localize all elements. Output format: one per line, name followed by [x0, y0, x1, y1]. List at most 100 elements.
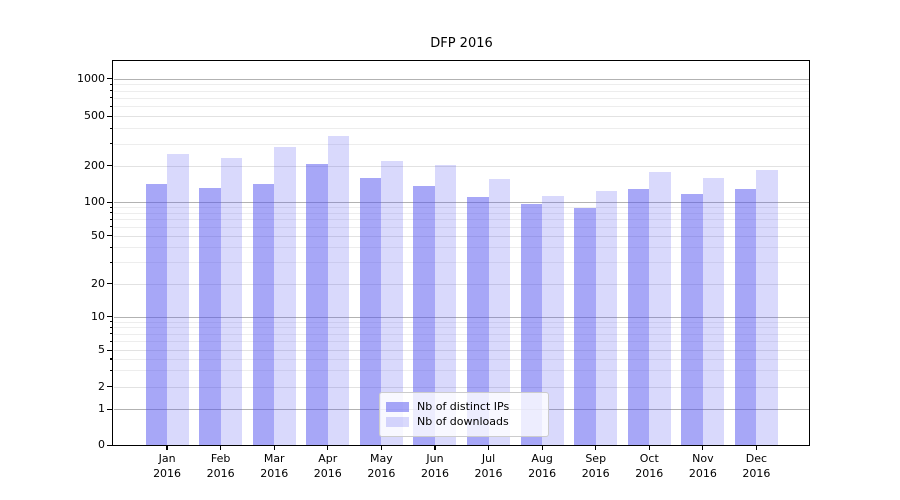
- x-tick-mark-3: [273, 445, 275, 450]
- x-tick-mark-2: [220, 445, 222, 450]
- y-tick-mark-0: [106, 444, 113, 446]
- gridline-y-90: [113, 207, 810, 209]
- y-tick-label-2: 2: [98, 379, 105, 393]
- gridline-y-700: [113, 97, 810, 99]
- legend-label-distinct-ips: Nb of distinct IPs: [417, 400, 510, 413]
- bar-layer: [114, 61, 811, 445]
- gridline-layer: [113, 61, 810, 445]
- legend: Nb of distinct IPs Nb of downloads: [379, 392, 549, 437]
- bar-downloads-oct-2016: [649, 172, 671, 445]
- bar-downloads-sep-2016: [595, 190, 618, 445]
- bar-distinct-ips-jan-2016: [145, 184, 168, 445]
- bar-downloads-jul-2016: [488, 179, 511, 445]
- bar-downloads-aug-2016: [542, 195, 564, 445]
- gridline-y-7: [113, 333, 810, 335]
- y-minor-tick-mark-80: [109, 212, 113, 214]
- bar-distinct-ips-sep-2016: [574, 208, 596, 445]
- gridline-y-80: [113, 212, 810, 214]
- bar-downloads-jan-2016: [167, 153, 189, 445]
- bar-downloads-mar-2016: [274, 146, 296, 445]
- y-minor-tick-mark-300: [109, 143, 113, 145]
- gridline-y-40: [113, 247, 810, 249]
- x-tick-label-aug: Aug 2016: [528, 452, 557, 480]
- y-tick-label-200: 200: [84, 158, 105, 172]
- y-minor-tick-mark-4: [109, 358, 113, 360]
- x-tick-label-feb: Feb 2016: [206, 452, 235, 480]
- gridline-y-600: [113, 106, 810, 108]
- bar-downloads-jun-2016: [434, 164, 457, 445]
- bar-distinct-ips-dec-2016: [734, 189, 757, 445]
- y-minor-tick-mark-800: [109, 90, 113, 92]
- gridline-y-800: [113, 90, 810, 92]
- gridline-y-900: [113, 84, 810, 86]
- y-tick-label-500: 500: [84, 109, 105, 122]
- y-tick-mark-100: [106, 201, 113, 203]
- y-tick-label-100: 100: [84, 195, 105, 208]
- chart-title: DFP 2016: [430, 36, 493, 51]
- gridline-y-1000: [113, 78, 810, 80]
- bar-distinct-ips-jun-2016: [413, 186, 435, 445]
- y-tick-mark-1000: [106, 78, 113, 80]
- y-tick-mark-200: [106, 165, 113, 167]
- y-minor-tick-mark-9: [109, 321, 113, 323]
- y-minor-tick-mark-6: [109, 340, 113, 342]
- gridline-y-60: [113, 226, 810, 228]
- legend-item-downloads: Nb of downloads: [386, 415, 540, 428]
- x-tick-label-jun: Jun 2016: [420, 452, 449, 480]
- y-minor-tick-mark-8: [109, 326, 113, 328]
- gridline-y-500: [113, 116, 810, 117]
- y-tick-label-10: 10: [91, 309, 105, 323]
- y-minor-tick-mark-400: [109, 127, 113, 129]
- y-tick-mark-5: [106, 349, 113, 351]
- gridline-y-8: [113, 327, 810, 329]
- legend-swatch-distinct-ips: [386, 401, 409, 412]
- gridline-y-300: [113, 143, 810, 145]
- gridline-y-4: [113, 358, 810, 360]
- gridline-y-20: [113, 283, 810, 285]
- bar-distinct-ips-may-2016: [359, 178, 382, 445]
- x-tick-label-apr: Apr 2016: [313, 452, 342, 480]
- gridline-y-2: [113, 386, 810, 388]
- gridline-y-200: [113, 165, 810, 167]
- legend-swatch-downloads: [386, 416, 409, 427]
- y-tick-label-1000: 1000: [77, 71, 105, 85]
- gridline-y-100: [113, 202, 810, 203]
- y-minor-tick-mark-90: [109, 206, 113, 208]
- x-tick-label-jan: Jan 2016: [153, 452, 182, 480]
- gridline-y-50: [113, 235, 810, 237]
- y-minor-tick-mark-40: [109, 246, 113, 248]
- x-tick-mark-12: [755, 445, 757, 450]
- gridline-y-400: [113, 128, 810, 130]
- y-tick-mark-1: [106, 408, 113, 410]
- x-tick-label-may: May 2016: [367, 452, 396, 480]
- bar-distinct-ips-aug-2016: [520, 203, 543, 445]
- bar-downloads-dec-2016: [756, 170, 778, 445]
- x-tick-mark-8: [541, 445, 543, 450]
- y-minor-tick-mark-30: [109, 261, 113, 263]
- gridline-y-10: [113, 316, 810, 318]
- y-tick-label-0: 0: [98, 438, 105, 451]
- x-tick-mark-11: [702, 445, 704, 450]
- y-tick-mark-10: [106, 316, 113, 318]
- y-tick-label-20: 20: [91, 276, 105, 290]
- x-tick-mark-6: [434, 445, 436, 450]
- gridline-y-6: [113, 341, 810, 343]
- x-tick-mark-10: [648, 445, 650, 450]
- bar-downloads-apr-2016: [327, 136, 350, 445]
- legend-label-downloads: Nb of downloads: [417, 415, 509, 428]
- y-minor-tick-mark-70: [109, 218, 113, 220]
- y-minor-tick-mark-60: [109, 226, 113, 228]
- gridline-y-9: [113, 321, 810, 323]
- x-tick-label-mar: Mar 2016: [260, 452, 289, 480]
- x-tick-label-sep: Sep 2016: [581, 452, 610, 480]
- bar-distinct-ips-mar-2016: [252, 184, 275, 445]
- gridline-y-3: [113, 370, 810, 372]
- y-minor-tick-mark-900: [109, 83, 113, 85]
- x-tick-mark-1: [166, 445, 168, 450]
- y-minor-tick-mark-700: [109, 97, 113, 99]
- bar-distinct-ips-oct-2016: [627, 189, 650, 445]
- bar-downloads-may-2016: [381, 160, 403, 445]
- x-tick-mark-9: [595, 445, 597, 450]
- bar-downloads-feb-2016: [220, 157, 243, 445]
- x-tick-mark-5: [380, 445, 382, 450]
